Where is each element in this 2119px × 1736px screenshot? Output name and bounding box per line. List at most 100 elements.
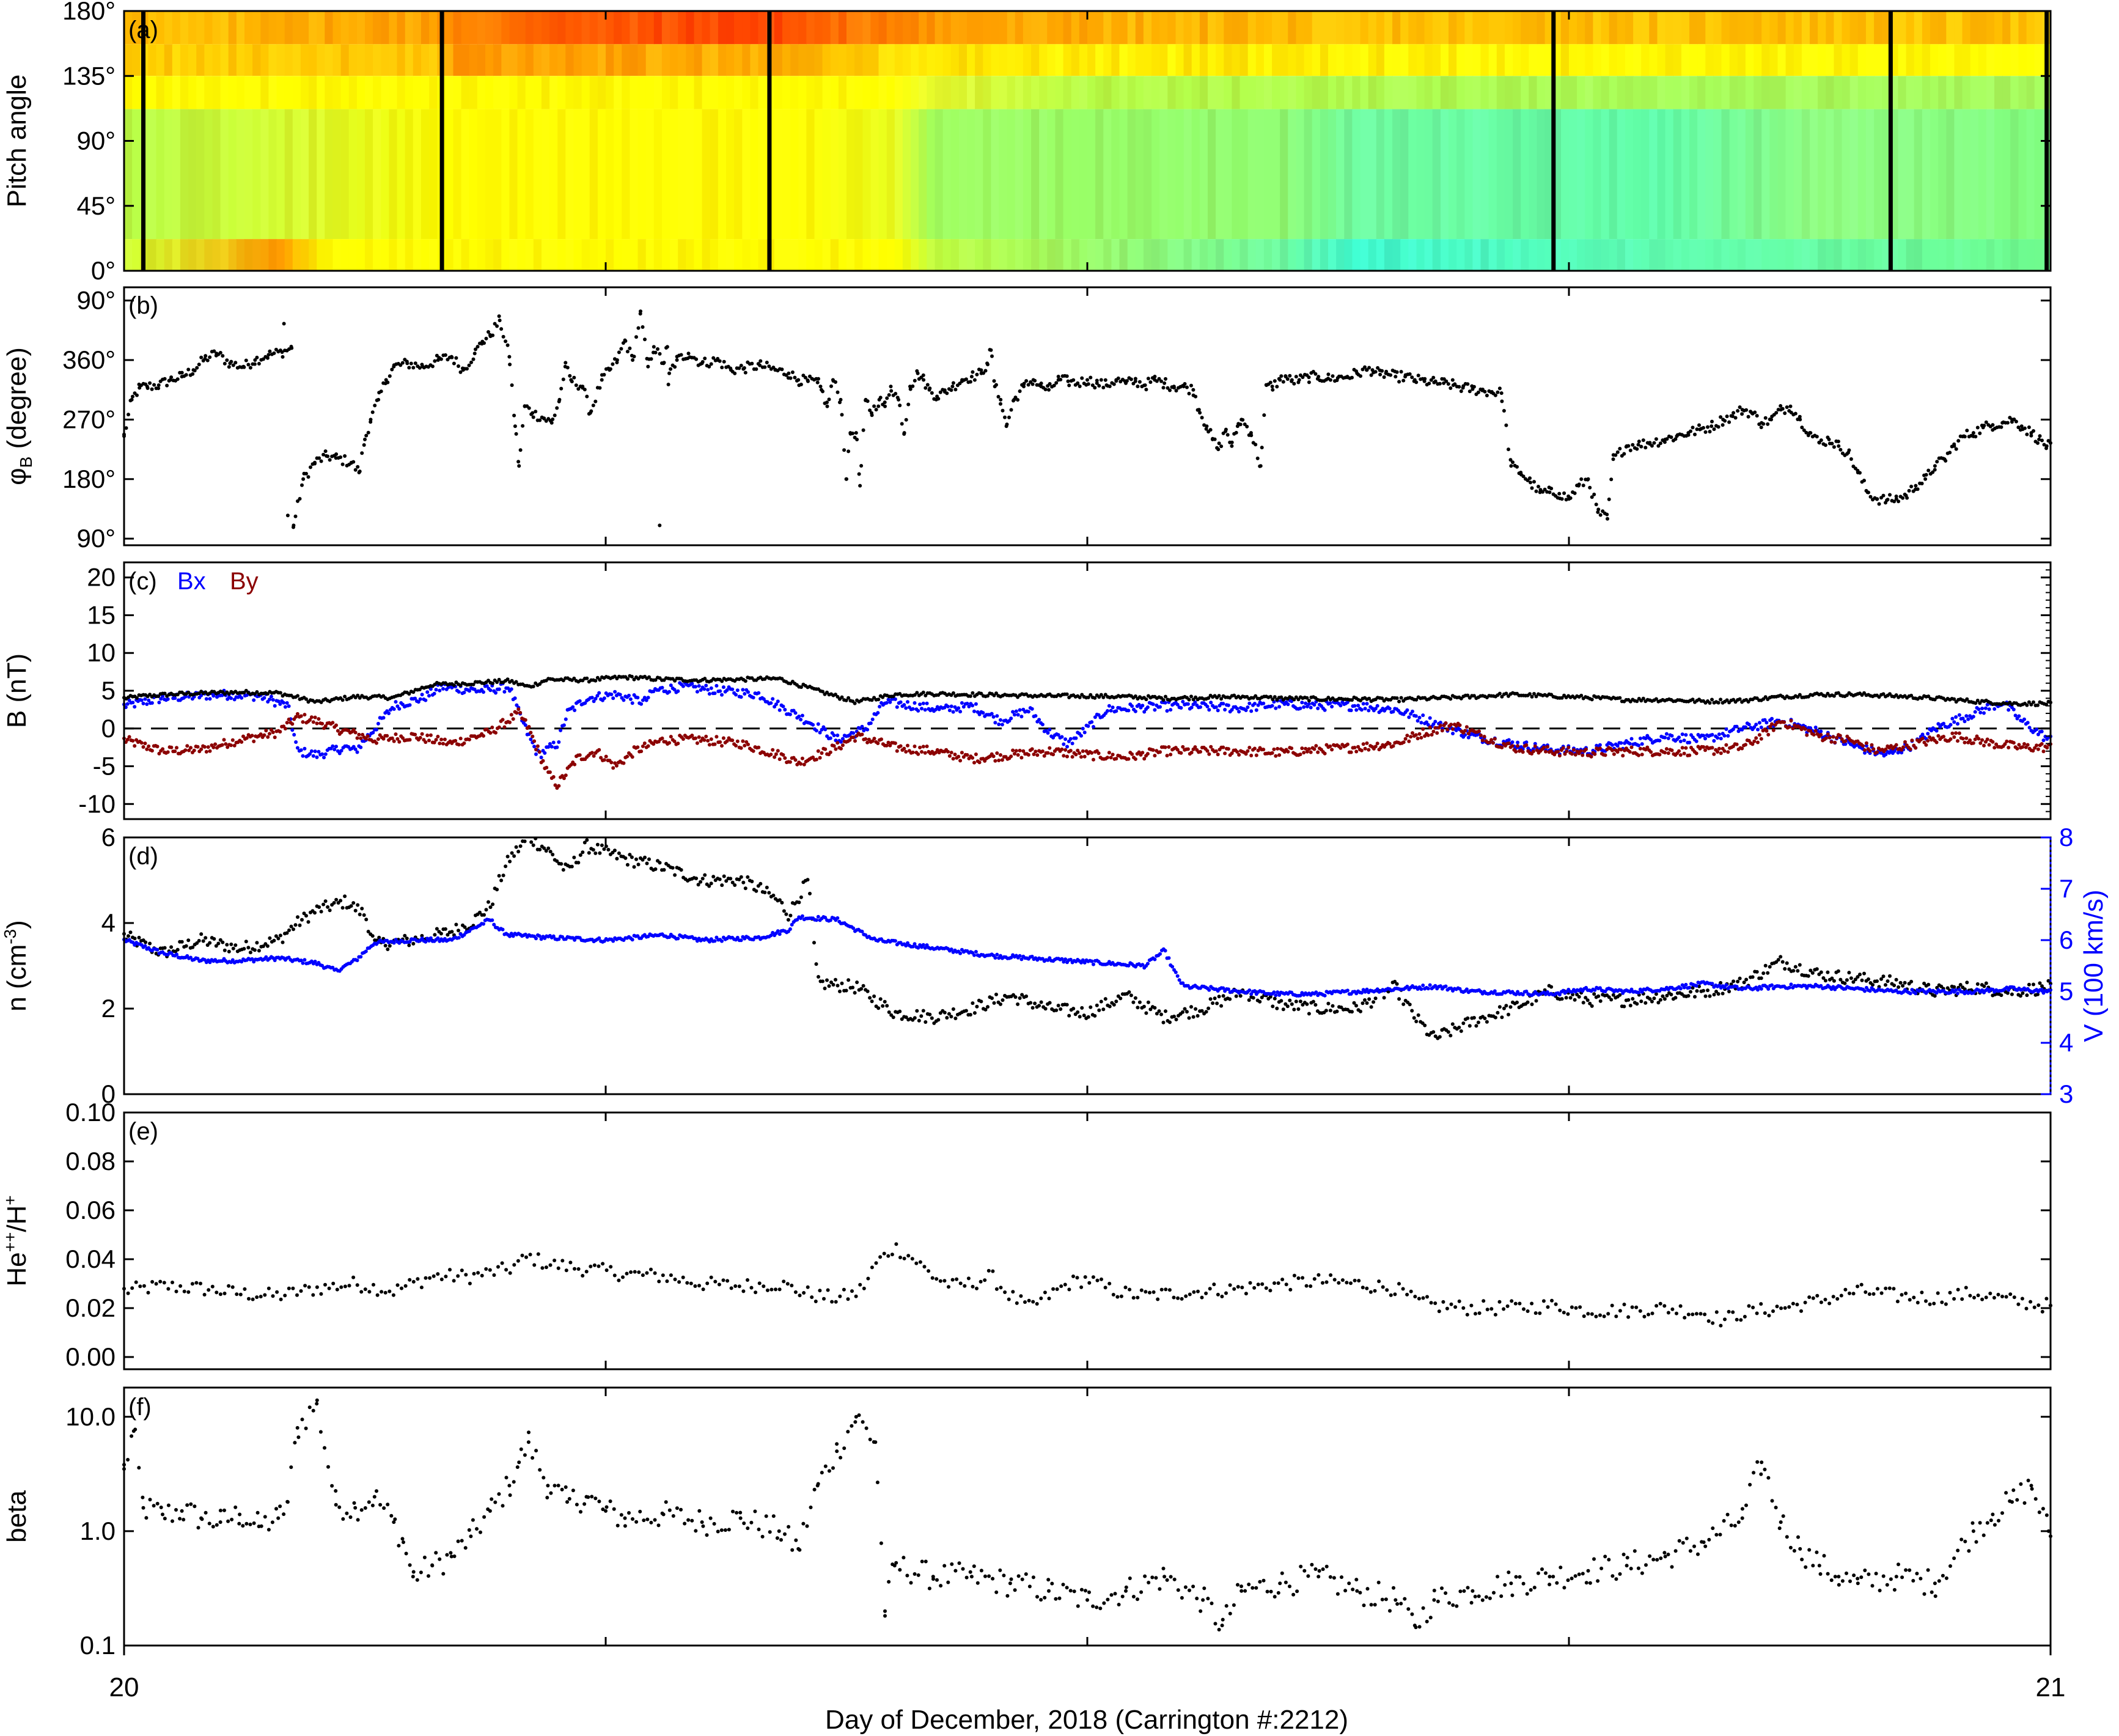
heatmap-cell — [1601, 76, 1610, 109]
heatmap-cell — [1071, 44, 1080, 76]
heatmap-cell — [1263, 239, 1273, 271]
b-series-by-point — [923, 751, 927, 755]
heatmap-cell — [252, 109, 261, 240]
b-series-bx-point — [972, 709, 976, 713]
phi-b-series-point — [582, 388, 587, 392]
phi-b-series-point — [1217, 441, 1221, 446]
heatmap-cell — [1577, 11, 1585, 45]
heatmap-cell — [1930, 11, 1939, 45]
b-series-by-point — [425, 734, 430, 737]
phi-b-series-point — [1978, 431, 1982, 435]
phi-b-series-point — [1230, 440, 1234, 444]
heatmap-cell — [1560, 239, 1570, 271]
heatmap-cell — [445, 76, 454, 109]
phi-b-series-point — [458, 370, 463, 374]
heatmap-cell — [148, 44, 157, 76]
phi-b-series-point — [334, 452, 339, 456]
phi-b-series-point — [563, 364, 567, 369]
b-series-bx-point — [1428, 716, 1432, 720]
heatmap-cell — [1617, 11, 1626, 45]
heatmap-cell — [597, 11, 606, 45]
heatmap-cell — [124, 44, 133, 76]
b-series-by-point — [436, 735, 440, 738]
phi-b-series-point — [1078, 384, 1082, 388]
heatmap-cell — [1665, 11, 1674, 45]
heatmap-cell — [1216, 76, 1224, 109]
b-series-by-point — [1561, 746, 1565, 750]
b-series-bx-point — [1863, 751, 1867, 755]
heatmap-cell — [1673, 109, 1682, 240]
b-series-by-point — [1722, 749, 1727, 753]
b-series-bx-point — [482, 690, 485, 694]
phi-b-series-point — [150, 387, 154, 391]
phi-b-series-point — [1885, 498, 1889, 502]
heatmap-cell — [397, 239, 406, 271]
heatmap-cell — [927, 11, 936, 45]
b-series-by-point — [746, 742, 750, 746]
phi-b-series-point — [1637, 440, 1641, 444]
phi-b-series-point — [1740, 408, 1744, 412]
heatmap-cell — [630, 76, 639, 109]
phi-b-series-point — [1136, 384, 1140, 389]
b-series-bx-point — [1304, 701, 1308, 705]
heatmap-cell — [1504, 76, 1513, 109]
heatmap-cell — [1689, 239, 1698, 271]
heatmap-cell — [911, 76, 919, 109]
phi-b-series-point — [1208, 428, 1213, 432]
b-series-bx-point — [468, 689, 471, 693]
heatmap-cell — [1449, 239, 1457, 271]
heatmap-cell — [461, 239, 470, 271]
b-series-bx-point — [725, 688, 729, 692]
b-series-by-point — [564, 773, 568, 778]
b-series-by-point — [991, 754, 996, 759]
b-series-bx-point — [1417, 716, 1422, 719]
phi-b-series-point — [467, 363, 471, 367]
heatmap-cell — [1649, 239, 1658, 271]
b-series-bx-point — [1079, 734, 1083, 738]
heatmap-cell — [1344, 76, 1353, 109]
phi-b-series-point — [523, 404, 527, 408]
pitch-angle-heatmap — [124, 11, 2051, 271]
heatmap-cell — [581, 11, 590, 45]
phi-b-series-point — [889, 384, 893, 389]
phi-b-series-point — [750, 361, 754, 366]
b-series-by-point — [800, 756, 804, 760]
heatmap-cell — [830, 44, 839, 76]
phi-b-series-point — [504, 339, 508, 344]
heatmap-cell — [1151, 76, 1160, 109]
heatmap-cell — [1111, 76, 1120, 109]
heatmap-cell — [1424, 109, 1433, 240]
b-series-by-point — [1186, 747, 1190, 751]
heatmap-cell — [1697, 76, 1706, 109]
b-series-bx-point — [1963, 719, 1967, 724]
phi-b-series-point — [949, 388, 953, 392]
b-series-by-point — [958, 759, 963, 763]
phi-b-series-point — [889, 389, 894, 393]
heatmap-cell — [1055, 76, 1064, 109]
b-series-bx-point — [1643, 737, 1648, 740]
b-series-by-point — [1835, 736, 1839, 740]
b-series-by-point — [1401, 740, 1406, 745]
phi-b-series-point — [1350, 375, 1354, 380]
heatmap-cell — [1801, 44, 1810, 76]
b-series-by-point — [482, 734, 485, 738]
heatmap-cell — [1544, 109, 1554, 240]
heatmap-cell — [244, 76, 253, 109]
b-series-bx-point — [974, 702, 978, 706]
phi-b-series-point — [1907, 488, 1911, 493]
b-series-bx-point — [1710, 733, 1714, 737]
b-series-by-point — [1353, 746, 1357, 749]
b-series-bx-point — [1140, 704, 1145, 708]
phi-b-series-point — [2036, 441, 2040, 445]
b-series-bx-point — [646, 696, 650, 700]
b-series-by-point — [1051, 752, 1056, 757]
b-series-b-point — [853, 701, 857, 705]
b-series-by-point — [1463, 729, 1467, 733]
b-series-by-point — [1703, 748, 1707, 752]
b-series-by-point — [904, 749, 908, 754]
phi-b-series-point — [1836, 440, 1840, 444]
b-series-by-point — [735, 739, 740, 743]
phi-b-series-point — [1399, 370, 1403, 374]
phi-b-series-point — [1103, 378, 1107, 382]
phi-b-series-point — [1345, 375, 1350, 379]
